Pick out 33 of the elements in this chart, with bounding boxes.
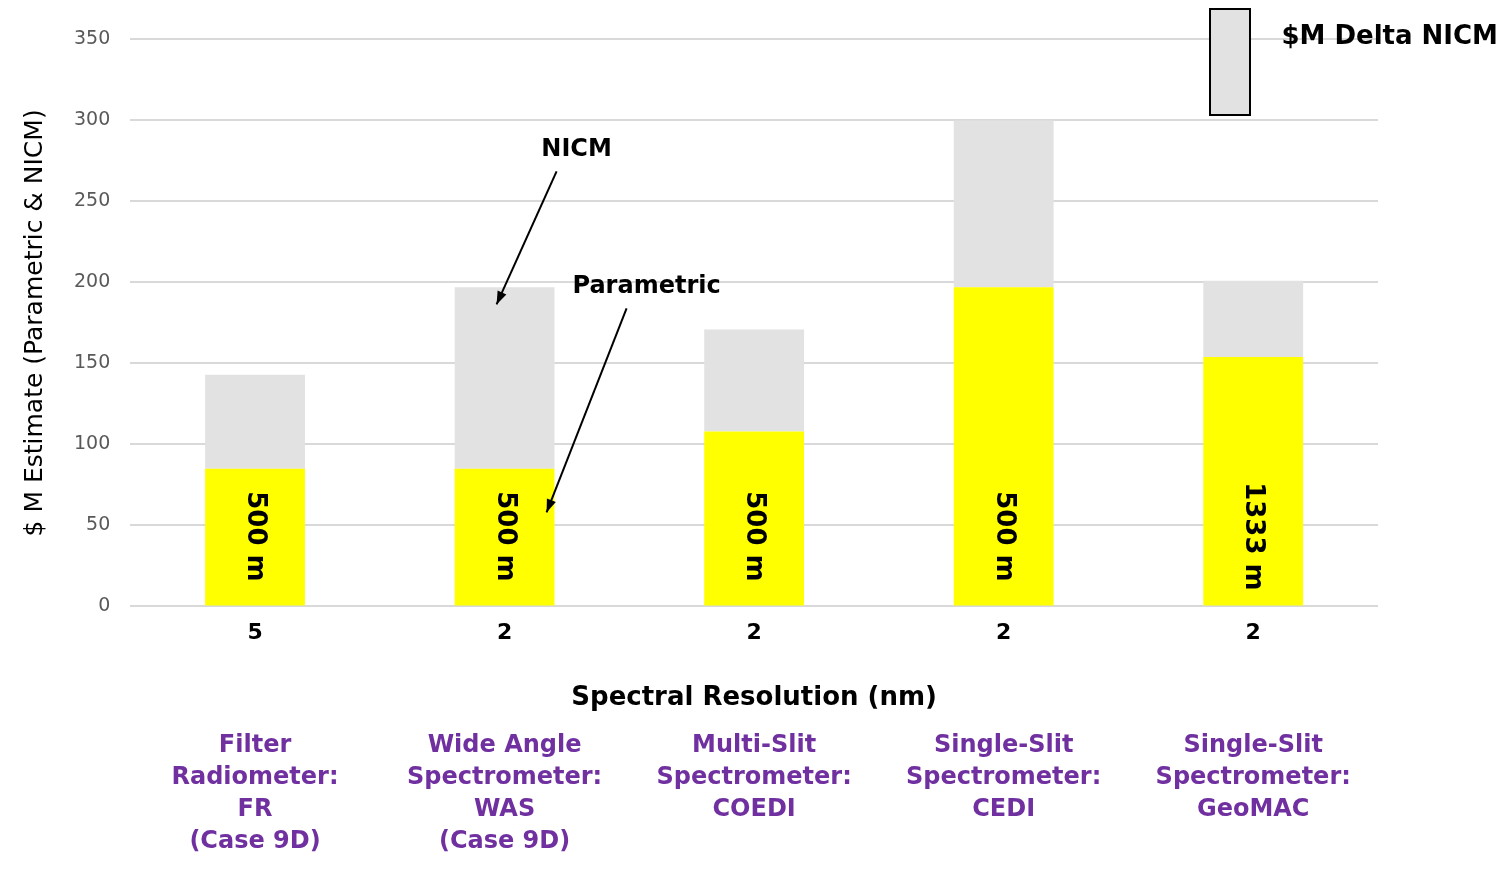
x-tick-label: 2 xyxy=(1245,619,1261,645)
y-tick-label: 250 xyxy=(74,188,111,211)
x-tick-label: 2 xyxy=(746,619,762,645)
text: $M Delta NICM xyxy=(1281,20,1498,50)
text: Multi-Slit Spectrometer: COEDI xyxy=(655,729,853,824)
x-tick-label: 2 xyxy=(496,619,513,645)
bar xyxy=(704,431,805,606)
x-tick-label: 2 xyxy=(996,619,1012,645)
text: Wide Angle Spectrometer: WAS (Case 9D) xyxy=(405,729,604,856)
bar xyxy=(454,468,555,606)
x-axis-title: Spectral Resolution (nm) xyxy=(571,681,937,712)
y-axis-title: $ M Estimate (Parametric & NICM) xyxy=(18,109,48,537)
bar xyxy=(953,287,1054,606)
annotation: 500 m xyxy=(990,491,1021,582)
y-tick-label: 200 xyxy=(74,269,111,292)
y-tick-label: 0 xyxy=(98,593,111,616)
x-tick-label: 5 xyxy=(247,619,263,645)
y-tick-label: 100 xyxy=(74,431,111,454)
annotation: 500 m xyxy=(491,491,522,582)
bar xyxy=(1203,356,1304,606)
text: Filter Radiometer: FR (Case 9D) xyxy=(170,729,340,856)
bar xyxy=(205,468,305,606)
annotation: NICM xyxy=(541,133,612,162)
annotation: Parametric xyxy=(572,270,721,299)
annotation: 500 m xyxy=(242,491,273,582)
annotation: 1333 m xyxy=(1240,482,1271,591)
text: Single-Slit Spectrometer: CEDI xyxy=(905,729,1103,824)
y-tick-label: 50 xyxy=(86,512,111,535)
y-tick-label: 150 xyxy=(74,350,111,373)
annotation: 500 m xyxy=(741,491,772,582)
y-tick-label: 300 xyxy=(74,107,111,130)
text: Single-Slit Spectrometer: GeoMAC xyxy=(1154,729,1352,824)
y-tick-label: 350 xyxy=(74,26,111,49)
